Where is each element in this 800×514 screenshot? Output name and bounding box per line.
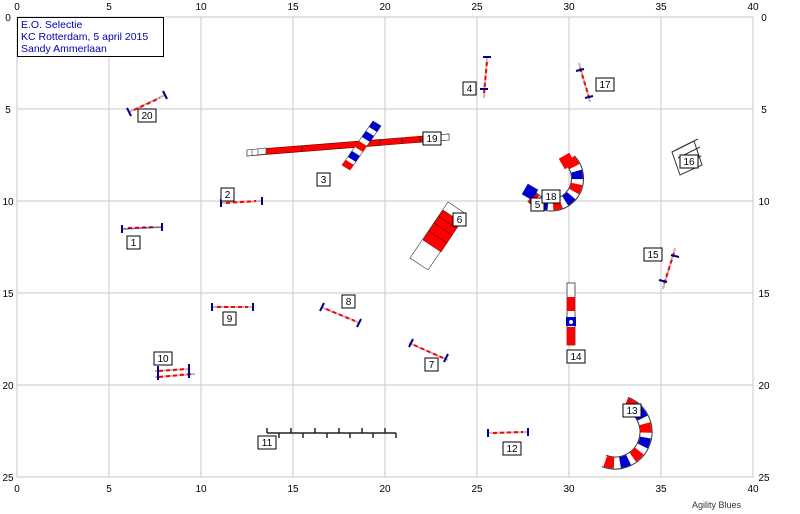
label-15: 15 — [643, 247, 663, 262]
label-6: 6 — [452, 212, 467, 227]
x-tick-top-35: 35 — [655, 2, 667, 13]
label-text-10: 10 — [157, 354, 169, 365]
label-text-3: 3 — [321, 175, 327, 186]
x-tick-bottom-15: 15 — [287, 484, 299, 495]
y-tick-right-25: 25 — [758, 473, 770, 484]
x-tick-top-5: 5 — [106, 2, 112, 13]
x-tick-top-25: 25 — [471, 2, 483, 13]
label-text-19: 19 — [426, 134, 438, 145]
label-20: 20 — [137, 108, 157, 123]
label-19: 19 — [422, 131, 442, 146]
y-tick-left-5: 5 — [5, 105, 11, 116]
obstacle-dogwalk-19[interactable] — [246, 133, 450, 157]
y-tick-left-15: 15 — [2, 289, 14, 300]
label-text-17: 17 — [599, 80, 611, 91]
y-tick-left-0: 0 — [5, 13, 11, 24]
label-5: 5 — [530, 197, 545, 212]
course-judge: Sandy Ammerlaan — [21, 43, 107, 55]
obstacle-jump-9[interactable] — [211, 303, 254, 311]
label-text-12: 12 — [506, 444, 518, 455]
axis-ticks: 0 5 10 15 20 25 30 35 40 0 5 10 15 20 25… — [2, 2, 770, 495]
obstacle-jump-8[interactable] — [319, 302, 362, 328]
label-2: 2 — [220, 187, 235, 202]
y-tick-right-20: 20 — [758, 381, 770, 392]
label-text-1: 1 — [131, 238, 137, 249]
x-tick-top-40: 40 — [747, 2, 759, 13]
x-tick-bottom-5: 5 — [106, 484, 112, 495]
obstacle-double-jump-10[interactable] — [154, 364, 196, 380]
y-tick-right-10: 10 — [758, 197, 770, 208]
obstacle-jump-12[interactable] — [487, 428, 529, 437]
course-title: E.O. Selectie — [21, 19, 83, 31]
label-13: 13 — [622, 403, 642, 418]
label-text-16: 16 — [683, 157, 695, 168]
label-12: 12 — [502, 441, 522, 456]
label-9: 9 — [222, 311, 237, 326]
label-text-20: 20 — [141, 111, 153, 122]
footer-brand: Agility Blues — [692, 500, 742, 510]
number-labels: 1 2 3 4 5 6 7 8 9 10 11 12 13 14 15 16 1… — [126, 77, 699, 456]
label-3: 3 — [316, 172, 331, 187]
course-info-box: E.O. Selectie KC Rotterdam, 5 april 2015… — [17, 17, 164, 57]
y-tick-left-20: 20 — [2, 381, 14, 392]
label-text-2: 2 — [225, 190, 231, 201]
label-text-14: 14 — [570, 352, 582, 363]
label-16: 16 — [679, 154, 699, 169]
label-8: 8 — [341, 294, 356, 309]
label-text-4: 4 — [467, 84, 473, 95]
obstacle-jump-17[interactable] — [575, 62, 594, 103]
obstacle-jump-1[interactable] — [121, 223, 163, 233]
obstacle-tire-14[interactable] — [566, 282, 576, 346]
label-17: 17 — [595, 77, 615, 92]
course-location-date: KC Rotterdam, 5 april 2015 — [21, 31, 149, 43]
y-tick-left-10: 10 — [2, 197, 14, 208]
x-tick-bottom-25: 25 — [471, 484, 483, 495]
label-11: 11 — [257, 435, 277, 450]
label-10: 10 — [153, 351, 173, 366]
label-14: 14 — [566, 349, 586, 364]
x-tick-bottom-35: 35 — [655, 484, 667, 495]
label-1: 1 — [126, 235, 141, 250]
x-tick-bottom-10: 10 — [195, 484, 207, 495]
obstacle-weave-poles-11[interactable] — [266, 428, 397, 438]
label-text-13: 13 — [626, 406, 638, 417]
obstacle-jump-15[interactable] — [658, 247, 680, 290]
label-text-8: 8 — [346, 297, 352, 308]
x-tick-top-15: 15 — [287, 2, 299, 13]
x-tick-top-20: 20 — [379, 2, 391, 13]
label-text-5: 5 — [535, 200, 541, 211]
x-tick-bottom-30: 30 — [563, 484, 575, 495]
label-7: 7 — [424, 357, 439, 372]
y-tick-right-5: 5 — [761, 105, 767, 116]
x-tick-bottom-0: 0 — [14, 484, 20, 495]
obstacle-a-frame-6[interactable] — [409, 201, 467, 271]
label-text-6: 6 — [457, 215, 463, 226]
x-tick-top-0: 0 — [14, 2, 20, 13]
obstacle-seesaw-3[interactable] — [341, 120, 382, 171]
label-text-11: 11 — [262, 438, 273, 449]
y-tick-right-0: 0 — [761, 13, 767, 24]
label-text-7: 7 — [429, 360, 435, 371]
x-tick-top-10: 10 — [195, 2, 207, 13]
obstacle-jump-20[interactable] — [126, 90, 168, 117]
label-text-18: 18 — [545, 192, 557, 203]
x-tick-top-30: 30 — [563, 2, 575, 13]
x-tick-bottom-40: 40 — [747, 484, 759, 495]
label-4: 4 — [462, 81, 477, 96]
x-tick-bottom-20: 20 — [379, 484, 391, 495]
label-18: 18 — [541, 189, 561, 204]
label-text-9: 9 — [227, 314, 233, 325]
y-tick-right-15: 15 — [758, 289, 770, 300]
obstacle-jump-7[interactable] — [408, 338, 449, 363]
label-text-15: 15 — [647, 250, 659, 261]
obstacle-jump-4[interactable] — [480, 56, 491, 99]
y-tick-left-25: 25 — [2, 473, 14, 484]
